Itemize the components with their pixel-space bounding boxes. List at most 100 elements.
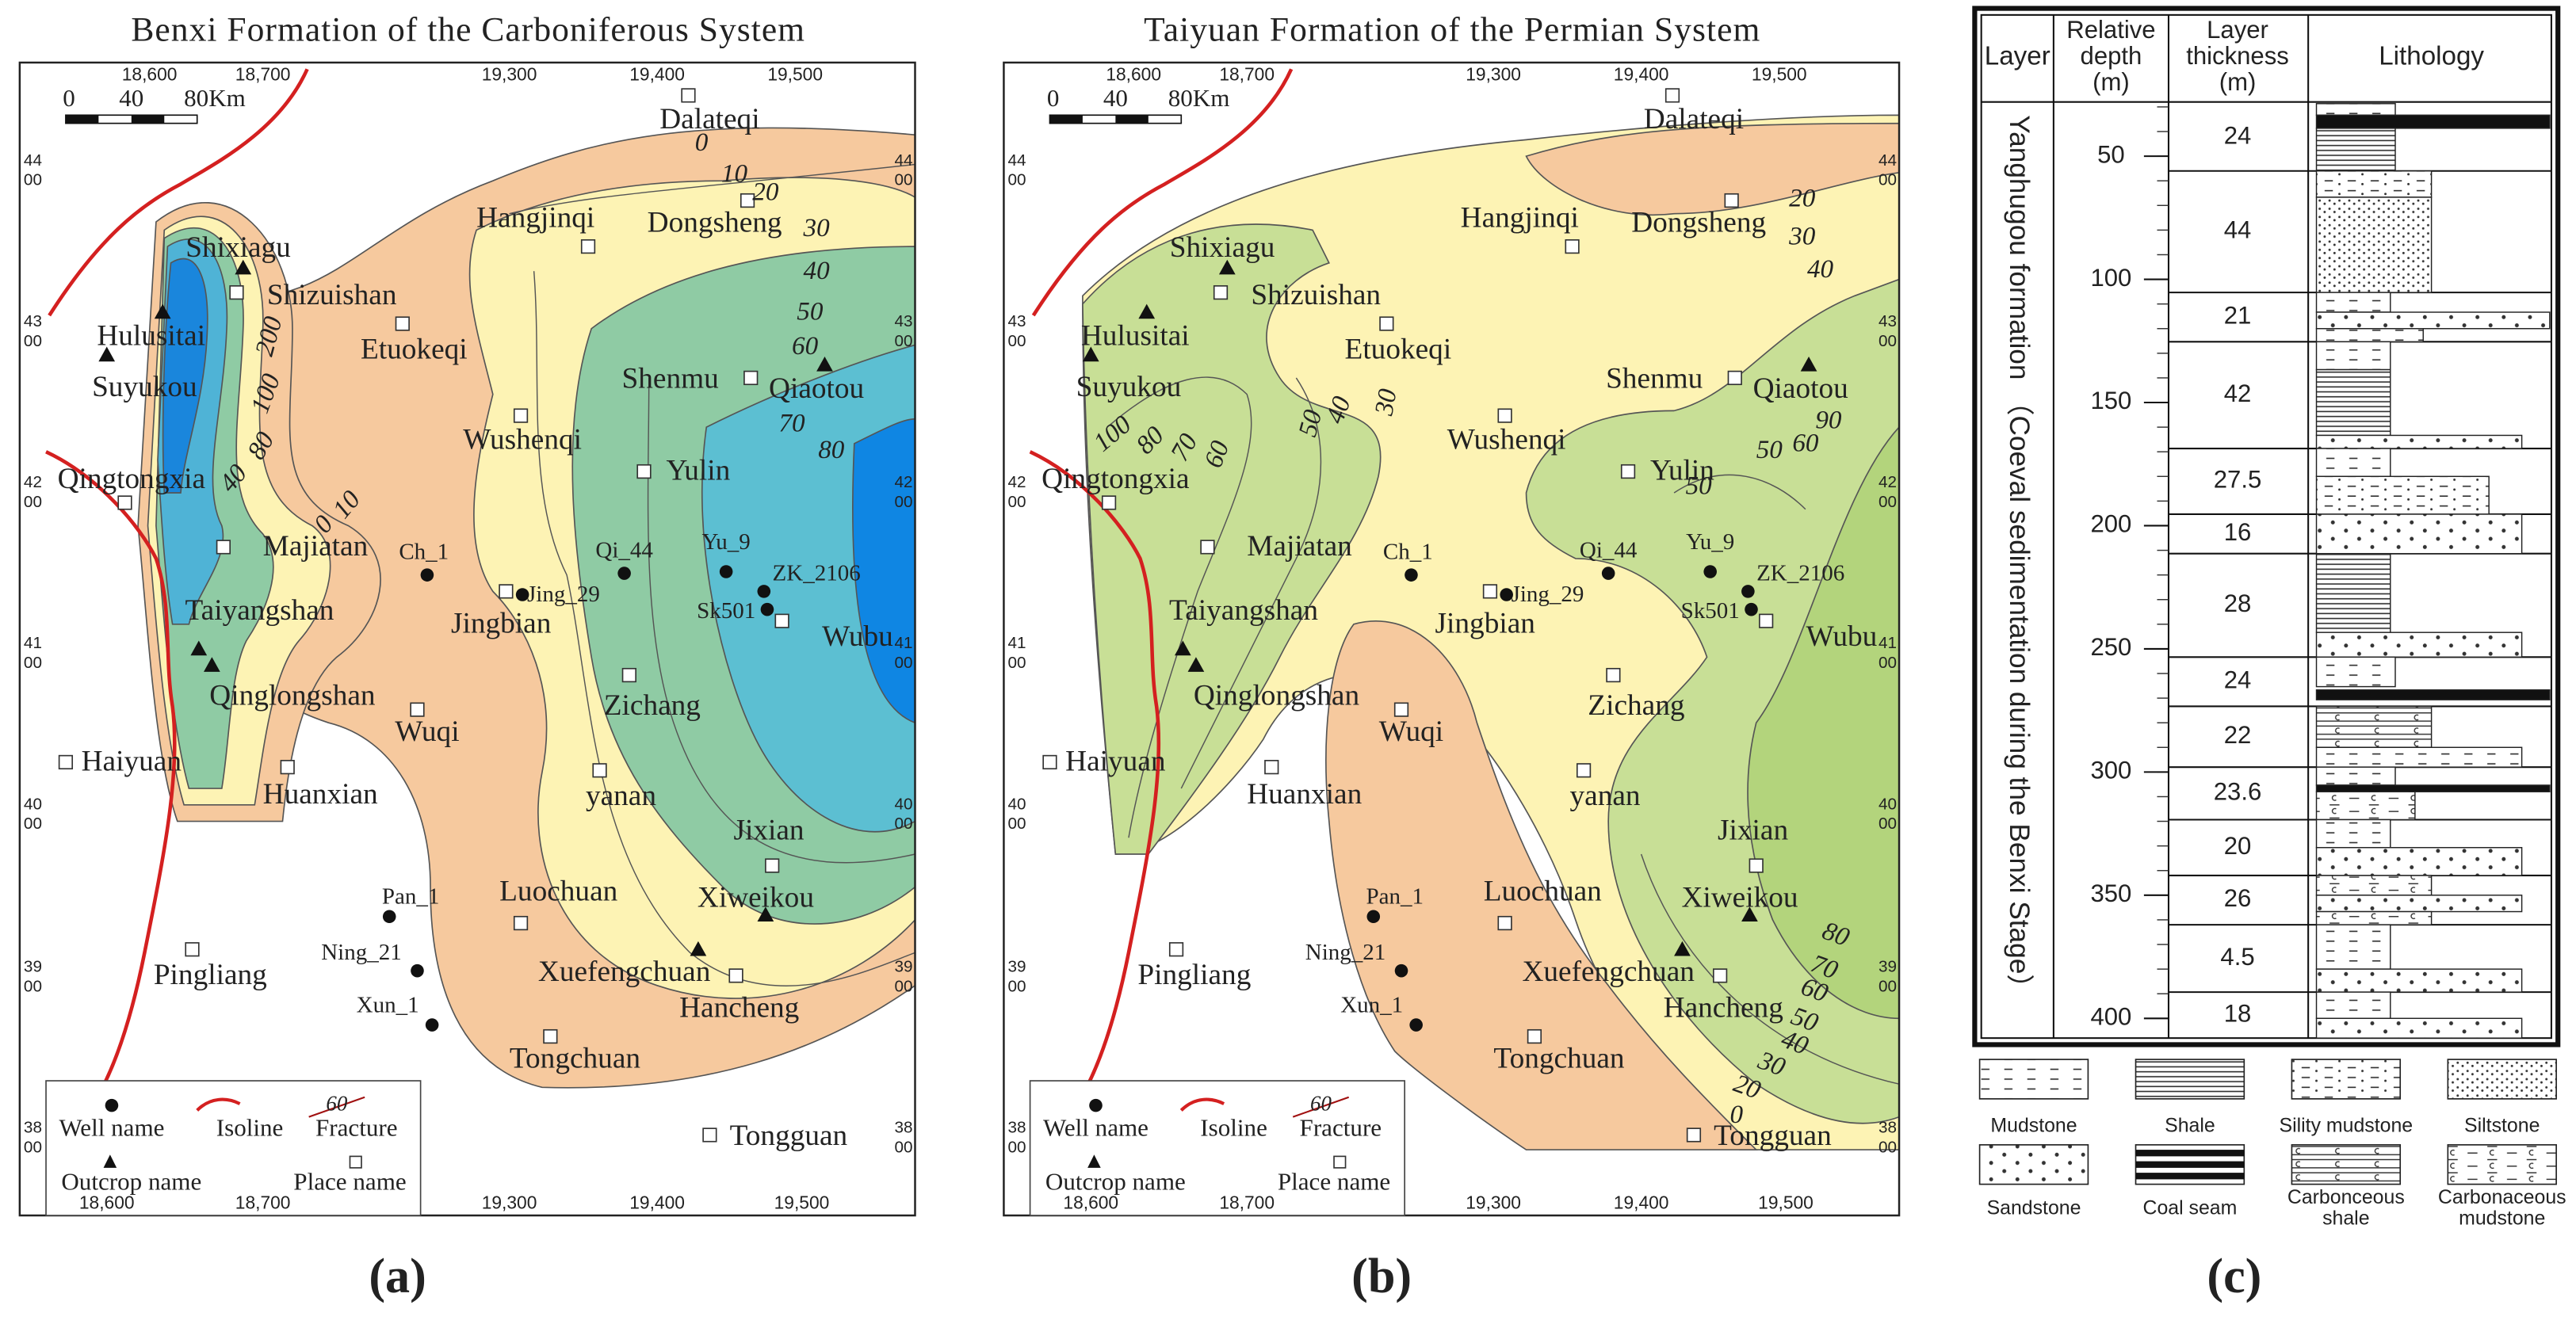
panel-title: Benxi Formation of the Carboniferous Sys… <box>131 11 805 49</box>
place-marker <box>1393 702 1409 717</box>
left-coordinate-label: 00 <box>1007 1138 1026 1156</box>
left-coordinate-label: 42 <box>1007 473 1026 491</box>
legend-isoline-symbol <box>1179 1097 1225 1112</box>
right-coordinate-label: 41 <box>1878 634 1897 652</box>
panel-label: (c) <box>2207 1250 2261 1303</box>
left-coordinate-label: 43 <box>24 312 42 330</box>
lithology-bed <box>2315 818 2391 849</box>
right-coordinate-label: 00 <box>1878 815 1897 833</box>
legend-swatch <box>1978 1144 2089 1185</box>
place-marker <box>513 915 529 931</box>
isoline-label: 30 <box>803 213 831 242</box>
place-marker <box>702 1127 717 1143</box>
right-coordinate-label: 00 <box>894 815 912 833</box>
place-name: Qinglongshan <box>1194 680 1360 712</box>
place-marker <box>543 1028 558 1044</box>
place-name: Yulin <box>666 455 730 487</box>
left-coordinate-label: 00 <box>24 977 42 995</box>
well-name: Ch_1 <box>399 539 449 564</box>
place-marker <box>1620 464 1636 479</box>
left-coordinate-label: 43 <box>1007 312 1026 330</box>
bottom-coordinate-label: 18,600 <box>1063 1192 1118 1213</box>
legend-label: Well name <box>1043 1113 1148 1141</box>
well-name: Qi_44 <box>595 537 653 563</box>
lithology-bed <box>2315 656 2396 688</box>
place-marker <box>1664 88 1680 103</box>
right-coordinate-label: 39 <box>894 957 912 975</box>
left-coordinate-label: 00 <box>1007 171 1026 189</box>
layer-thickness: 26 <box>2224 884 2252 912</box>
well-name: Xun_1 <box>357 992 419 1017</box>
column-header: Layer <box>1985 42 2050 71</box>
place-marker <box>1759 613 1774 628</box>
lithology-bed <box>2315 991 2391 1020</box>
lithology-bed <box>2315 766 2396 786</box>
column-header: Lithology <box>2379 42 2484 71</box>
right-coordinate-label: 40 <box>894 795 912 813</box>
lithology-bed <box>2315 791 2416 821</box>
isoline-label: 50 <box>1756 435 1783 464</box>
place-name: Luochuan <box>1484 875 1602 907</box>
place-marker <box>621 667 636 683</box>
place-marker <box>1686 1127 1702 1143</box>
place-name: yanan <box>586 780 656 812</box>
place-marker <box>117 495 132 510</box>
lithology-bed <box>2315 875 2433 896</box>
map-panel: 18,600 18,700 19,300 19,400 19,500 18,600 18,7… <box>1003 61 1901 1217</box>
place-name: Etuokeqi <box>361 333 468 365</box>
legend-label: Well name <box>59 1113 164 1141</box>
legend-label: Fracture <box>1300 1113 1382 1141</box>
legend-label: Sandstone <box>1987 1196 2081 1219</box>
legend-label: shale <box>2322 1208 2369 1230</box>
outcrop-marker <box>690 941 707 956</box>
legend-swatch <box>1978 1059 2089 1100</box>
legend-label: Isoline <box>1200 1113 1267 1141</box>
left-coordinate-label: 00 <box>1007 815 1026 833</box>
place-name: Shenmu <box>1606 363 1703 395</box>
place-name: Xiweikou <box>698 882 814 914</box>
place-name: Hulusitai <box>1081 320 1190 353</box>
place-marker <box>1101 495 1117 510</box>
legend-label: Place name <box>1278 1168 1390 1196</box>
lithology-bed <box>2315 552 2391 633</box>
well-marker <box>1394 963 1408 978</box>
isoline-label: 40 <box>1807 254 1834 284</box>
place-name: Qinglongshan <box>209 680 376 712</box>
lithology-bed <box>2315 895 2523 913</box>
scale-label: 80Km <box>184 84 246 112</box>
place-marker <box>1168 942 1184 957</box>
left-coordinate-label: 00 <box>24 493 42 511</box>
place-marker <box>1497 408 1512 423</box>
outcrop-marker <box>204 657 220 672</box>
layer-thickness: 22 <box>2224 721 2252 749</box>
legend-swatch-band <box>2135 1161 2245 1168</box>
place-marker <box>1264 760 1279 775</box>
place-name: Qingtongxia <box>1041 463 1190 495</box>
place-marker <box>592 763 607 778</box>
column-header: Relative <box>2066 16 2155 44</box>
well-name: Xun_1 <box>1340 992 1403 1017</box>
isoline-label: 0 <box>695 128 709 157</box>
top-coordinate-label: 18,600 <box>122 64 178 85</box>
place-name: Wuqi <box>1379 715 1443 748</box>
layer-thickness: 23.6 <box>2214 778 2262 806</box>
place-marker <box>499 584 514 599</box>
bottom-coordinate-label: 19,500 <box>1758 1192 1814 1213</box>
well-marker <box>1500 588 1513 601</box>
isoline-label: 50 <box>797 297 824 326</box>
layer-thickness: 21 <box>2224 301 2252 329</box>
outcrop-marker <box>1082 346 1099 362</box>
place-name: Wushenqi <box>463 423 582 456</box>
top-coordinate-label: 18,700 <box>235 64 291 85</box>
left-coordinate-label: 40 <box>1007 795 1026 813</box>
lithology-bed <box>2315 128 2396 172</box>
formation-name: Yanghugou formation （Coeval sedimentatio… <box>2004 115 2035 1002</box>
isoline-label: 90 <box>1815 405 1842 434</box>
well-marker <box>617 567 631 580</box>
right-coordinate-label: 00 <box>894 171 912 189</box>
well-name: Pan_1 <box>382 884 440 910</box>
legend-label: Outcrop name <box>61 1168 201 1196</box>
right-coordinate-label: 00 <box>894 332 912 350</box>
well-marker <box>760 602 774 616</box>
legend-fracture-value: 60 <box>1310 1091 1332 1115</box>
